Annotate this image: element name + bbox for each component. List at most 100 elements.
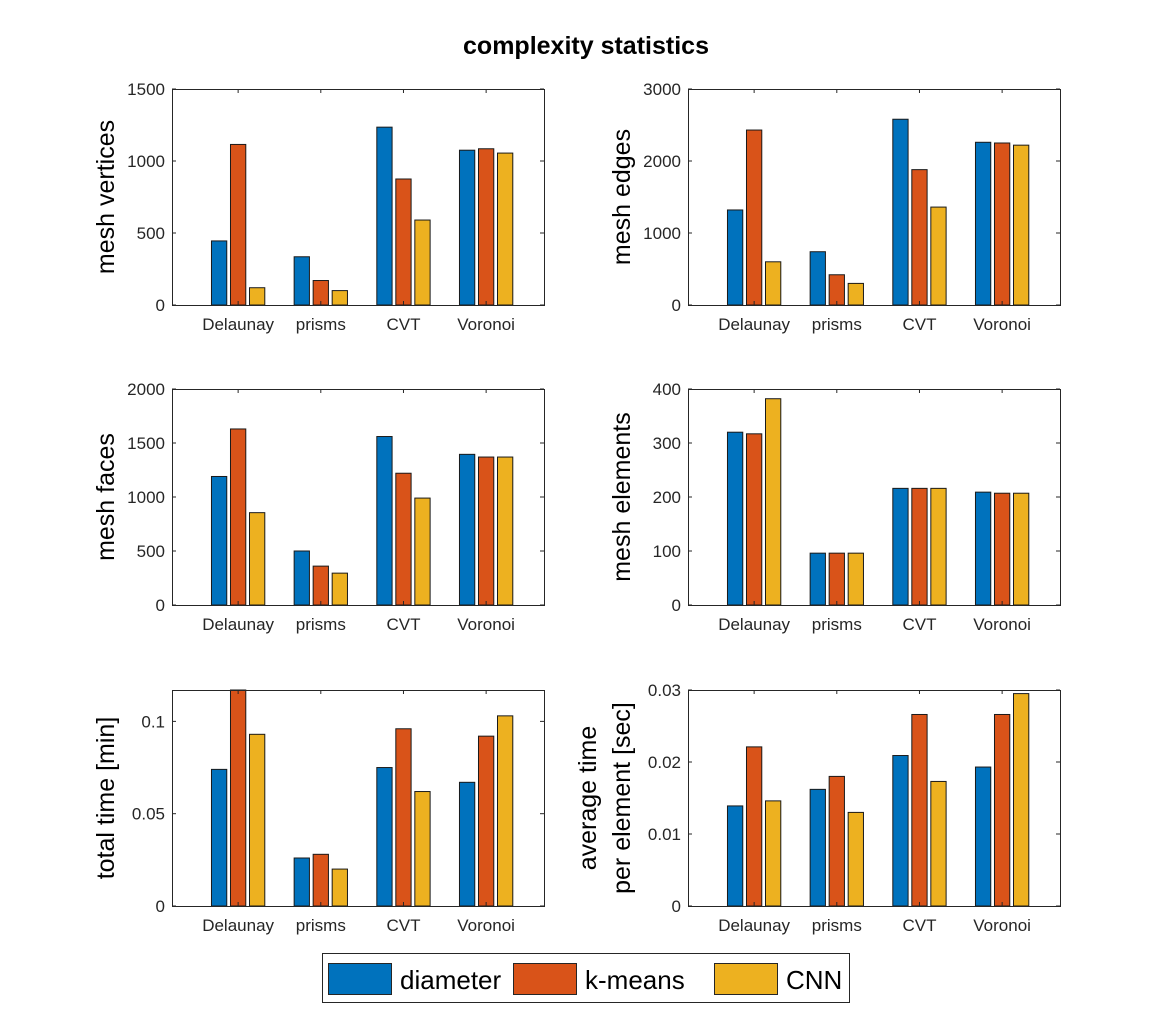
bar-k-means-delaunay <box>745 433 763 606</box>
bar-k-means-prisms <box>828 552 845 606</box>
bar-CNN-voronoi <box>497 456 514 606</box>
bar-k-means-voronoi <box>993 142 1011 306</box>
x-tick-label-voronoi: Voronoi <box>973 315 1031 334</box>
y-axis-label: mesh vertices <box>92 120 120 274</box>
subplot-4: 0 100 200 300 400 Delaunay prisms CVT Voronoi mes… <box>608 380 1061 634</box>
axes-box <box>688 89 1061 306</box>
bar-k-means-delaunay <box>229 143 247 306</box>
subplot-5: 0 0.05 0.1 Delaunay prisms CVT Voronoi total ti… <box>92 689 545 935</box>
bar-CNN-prisms <box>847 282 864 306</box>
bar-diameter-prisms <box>293 857 310 907</box>
x-tick-label-delaunay: Delaunay <box>718 916 790 935</box>
bar-CNN-cvt <box>414 219 431 306</box>
bar-CNN-voronoi <box>497 152 514 306</box>
x-tick-label-prisms: prisms <box>812 615 862 634</box>
y-tick-label: 500 <box>137 542 165 561</box>
bar-k-means-voronoi <box>993 492 1011 606</box>
figure-title: complexity statistics <box>463 32 709 60</box>
bar-diameter-cvt <box>892 755 909 907</box>
bar-k-means-voronoi <box>477 456 495 606</box>
legend: diameter k-means CNN <box>322 953 850 1003</box>
y-tick-label: 200 <box>653 488 681 507</box>
bar-diameter-prisms <box>809 552 826 606</box>
axes-box <box>172 89 545 306</box>
y-axis-label: mesh edges <box>608 129 636 265</box>
legend-swatch-cnn <box>714 963 778 995</box>
bar-k-means-cvt <box>395 728 412 907</box>
bar-CNN-delaunay <box>249 287 266 306</box>
x-tick-label-cvt: CVT <box>386 315 420 334</box>
bar-diameter-delaunay <box>210 240 228 306</box>
legend-label-cnn: CNN <box>786 965 843 995</box>
bar-CNN-prisms <box>847 811 864 907</box>
y-tick-label: 500 <box>137 224 165 243</box>
x-tick-label-cvt: CVT <box>902 315 936 334</box>
bar-diameter-cvt <box>376 767 393 907</box>
y-axis-label: average time <box>574 726 602 871</box>
bar-CNN-delaunay <box>765 261 782 306</box>
y-axis-label: per element [sec] <box>608 702 636 894</box>
bar-k-means-delaunay <box>745 129 763 306</box>
bar-k-means-cvt <box>395 178 412 306</box>
bar-CNN-cvt <box>930 487 947 606</box>
bar-diameter-voronoi <box>458 149 476 306</box>
bar-diameter-prisms <box>809 788 826 907</box>
x-tick-label-prisms: prisms <box>296 315 346 334</box>
bar-k-means-prisms <box>312 565 329 606</box>
y-tick-label: 0 <box>156 596 165 615</box>
axes-box <box>688 690 1061 907</box>
bar-k-means-delaunay <box>229 689 247 907</box>
x-tick-label-delaunay: Delaunay <box>718 615 790 634</box>
x-tick-label-cvt: CVT <box>902 615 936 634</box>
bar-diameter-cvt <box>892 487 909 606</box>
bar-CNN-voronoi <box>1013 144 1030 306</box>
bar-k-means-prisms <box>828 274 845 306</box>
bar-CNN-delaunay <box>765 800 782 907</box>
subplot-1: 0 500 1000 1500 Delaunay prisms CVT Voronoi mesh… <box>92 80 545 334</box>
x-tick-label-voronoi: Voronoi <box>973 615 1031 634</box>
x-tick-label-prisms: prisms <box>812 916 862 935</box>
y-tick-label: 0 <box>672 596 681 615</box>
bar-diameter-delaunay <box>726 805 744 907</box>
bar-CNN-cvt <box>414 497 431 606</box>
y-axis-label: mesh faces <box>92 433 120 561</box>
bar-CNN-cvt <box>930 206 947 306</box>
bar-k-means-cvt <box>911 169 928 306</box>
bar-diameter-cvt <box>892 118 909 306</box>
bar-diameter-delaunay <box>726 209 744 306</box>
bar-diameter-voronoi <box>974 491 992 606</box>
x-tick-label-cvt: CVT <box>902 916 936 935</box>
y-tick-label: 0.02 <box>648 753 681 772</box>
bar-diameter-cvt <box>376 126 393 306</box>
y-tick-label: 400 <box>653 380 681 399</box>
bar-diameter-cvt <box>376 436 393 606</box>
x-tick-label-voronoi: Voronoi <box>457 615 515 634</box>
y-tick-label: 3000 <box>643 80 681 99</box>
x-tick-label-cvt: CVT <box>386 615 420 634</box>
y-tick-label: 1500 <box>127 434 165 453</box>
y-tick-label: 2000 <box>643 152 681 171</box>
bar-k-means-cvt <box>911 713 928 907</box>
bar-CNN-cvt <box>930 780 947 907</box>
y-tick-label: 300 <box>653 434 681 453</box>
y-tick-label: 1500 <box>127 80 165 99</box>
bar-CNN-delaunay <box>765 398 782 606</box>
bar-CNN-voronoi <box>1013 693 1030 907</box>
y-axis-label: total time [min] <box>92 717 120 880</box>
y-tick-label: 1000 <box>127 488 165 507</box>
bar-k-means-cvt <box>395 472 412 606</box>
bar-k-means-voronoi <box>477 735 495 907</box>
bar-k-means-voronoi <box>477 148 495 306</box>
y-tick-label: 2000 <box>127 380 165 399</box>
legend-label-diameter: diameter <box>400 965 502 995</box>
x-tick-label-delaunay: Delaunay <box>202 315 274 334</box>
legend-swatch-k-means <box>513 963 577 995</box>
y-tick-label: 0 <box>672 296 681 315</box>
x-tick-label-prisms: prisms <box>296 916 346 935</box>
x-tick-label-prisms: prisms <box>812 315 862 334</box>
y-tick-label: 100 <box>653 542 681 561</box>
bar-CNN-prisms <box>331 868 348 907</box>
bar-CNN-cvt <box>414 791 431 907</box>
